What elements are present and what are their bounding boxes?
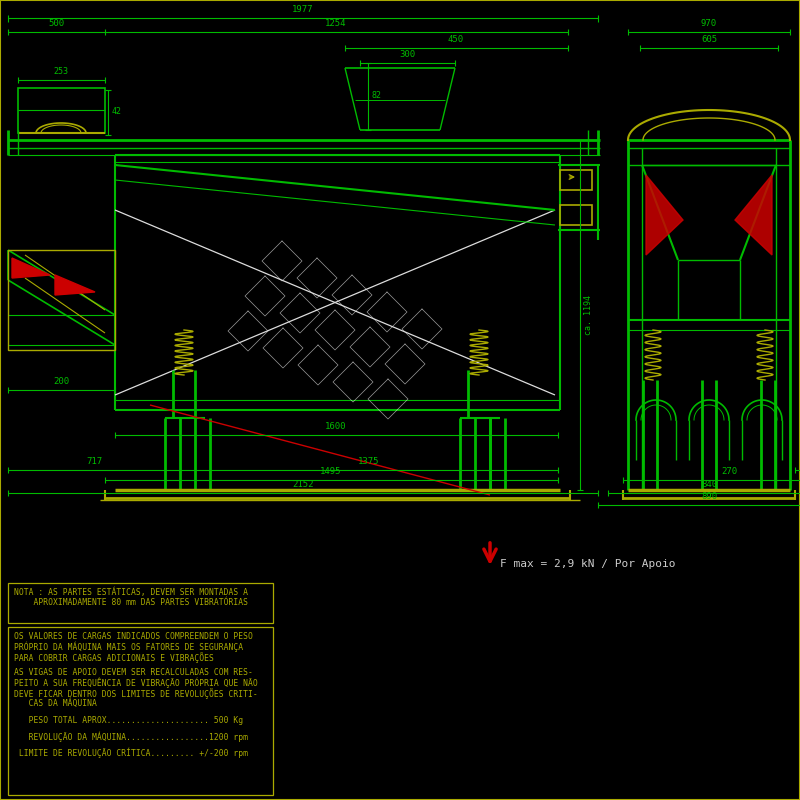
Bar — [18, 88, 105, 133]
Text: 717: 717 — [86, 457, 102, 466]
Text: REVOLUÇÃO DA MÁQUINA.................1200 rpm: REVOLUÇÃO DA MÁQUINA.................120… — [14, 732, 248, 742]
Text: 42: 42 — [112, 107, 122, 117]
Bar — [8, 627, 273, 795]
Text: PRÓPRIO DA MÁQUINA MAIS OS FATORES DE SEGURANÇA: PRÓPRIO DA MÁQUINA MAIS OS FATORES DE SE… — [14, 642, 243, 653]
Text: APROXIMADAMENTE 80 mm DAS PARTES VIBRATÓRIAS: APROXIMADAMENTE 80 mm DAS PARTES VIBRATÓ… — [14, 598, 248, 607]
Text: 1977: 1977 — [292, 5, 314, 14]
Bar — [8, 250, 115, 350]
Polygon shape — [55, 275, 95, 295]
Text: 605: 605 — [701, 35, 717, 44]
Text: 253: 253 — [54, 67, 69, 76]
Text: 82: 82 — [372, 91, 382, 101]
Text: 1254: 1254 — [326, 19, 346, 28]
Text: 2152: 2152 — [292, 480, 314, 489]
Text: 1495: 1495 — [320, 467, 342, 476]
Text: PESO TOTAL APROX..................... 500 Kg: PESO TOTAL APROX..................... 50… — [14, 716, 243, 725]
Bar — [8, 583, 273, 623]
Bar — [560, 170, 592, 190]
Text: PEITO A SUA FREQUÊNCIA DE VIBRAÇÃO PRÓPRIA QUE NÃO: PEITO A SUA FREQUÊNCIA DE VIBRAÇÃO PRÓPR… — [14, 678, 258, 689]
Text: 200: 200 — [53, 377, 69, 386]
Text: 890: 890 — [701, 492, 717, 501]
Text: 450: 450 — [448, 35, 464, 44]
Text: OS VALORES DE CARGAS INDICADOS COMPREENDEM O PESO: OS VALORES DE CARGAS INDICADOS COMPREEND… — [14, 632, 253, 641]
Text: LIMITE DE REVOLUÇÃO CRÍTICA......... +/-200 rpm: LIMITE DE REVOLUÇÃO CRÍTICA......... +/-… — [14, 748, 248, 758]
Polygon shape — [646, 175, 683, 255]
Text: 300: 300 — [399, 50, 415, 59]
Text: 500: 500 — [48, 19, 64, 28]
Text: 840: 840 — [701, 480, 717, 489]
Polygon shape — [12, 258, 50, 278]
Text: 1375: 1375 — [358, 457, 380, 466]
Text: 1600: 1600 — [326, 422, 346, 431]
Text: F max = 2,9 kN / Por Apoio: F max = 2,9 kN / Por Apoio — [500, 559, 675, 569]
Text: PARA COBRIR CARGAS ADICIONAIS E VIBRAÇÕES: PARA COBRIR CARGAS ADICIONAIS E VIBRAÇÕE… — [14, 652, 214, 663]
Text: 970: 970 — [701, 19, 717, 28]
Text: DEVE FICAR DENTRO DOS LIMITES DE REVOLUÇÕES CRITI-: DEVE FICAR DENTRO DOS LIMITES DE REVOLUÇ… — [14, 688, 258, 699]
Bar — [560, 205, 592, 225]
Text: CAS DA MÁQUINA: CAS DA MÁQUINA — [14, 698, 97, 707]
Text: NOTA : AS PARTES ESTÁTICAS, DEVEM SER MONTADAS A: NOTA : AS PARTES ESTÁTICAS, DEVEM SER MO… — [14, 588, 248, 598]
Text: 270: 270 — [721, 467, 737, 476]
Text: ca. 1194: ca. 1194 — [584, 295, 593, 335]
Polygon shape — [735, 175, 772, 255]
Text: AS VIGAS DE APOIO DEVEM SER RECALCULADAS COM RES-: AS VIGAS DE APOIO DEVEM SER RECALCULADAS… — [14, 668, 253, 677]
